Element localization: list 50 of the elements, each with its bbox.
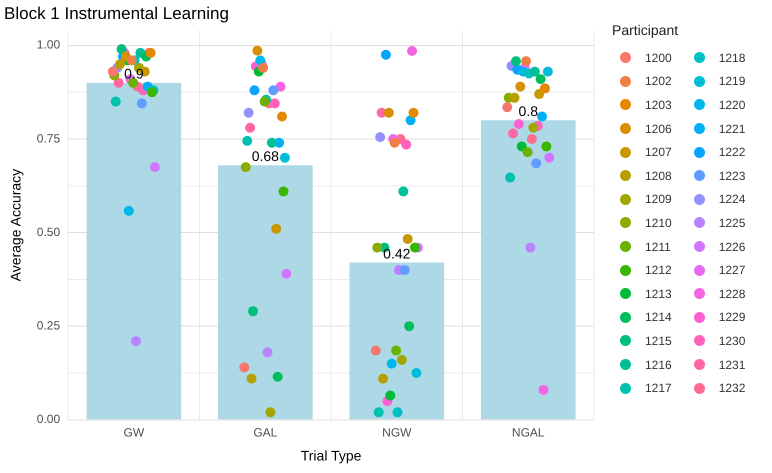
x-tick-label: NGAL	[512, 425, 545, 440]
legend-label: 1215	[645, 334, 672, 348]
y-tick-label: 1.00	[36, 38, 60, 52]
y-axis-title: Average Accuracy	[7, 168, 24, 282]
x-tick-label: GW	[124, 425, 145, 440]
legend-label: 1227	[718, 263, 746, 278]
legend-label: 1221	[718, 122, 746, 136]
x-tick-label: GAL	[253, 425, 278, 440]
chart-title: Block 1 Instrumental Learning	[4, 4, 229, 23]
legend-label: 1225	[718, 216, 746, 230]
legend-label: 1218	[718, 50, 746, 65]
legend-label: 1226	[718, 240, 746, 254]
legend-label: 1223	[718, 168, 746, 183]
legend-label: 1209	[645, 192, 672, 206]
legend-label: 1229	[718, 310, 746, 324]
bar	[349, 262, 444, 420]
legend-label: 1224	[718, 192, 746, 206]
legend-title: Participant	[612, 22, 680, 38]
y-tick-label: 0.50	[36, 224, 60, 239]
legend-label: 1208	[645, 168, 672, 183]
legend-label: 1217	[645, 381, 672, 396]
y-tick-label: 0.75	[36, 131, 60, 146]
legend-label: 1206	[645, 122, 672, 136]
legend-label: 1228	[718, 286, 746, 301]
legend-label: 1202	[645, 74, 672, 88]
legend-label: 1220	[718, 98, 746, 112]
data-label: 0.8	[518, 103, 538, 120]
legend-label: 1231	[718, 358, 746, 372]
data-label: 0.68	[252, 148, 280, 164]
legend-label: 1200	[645, 50, 672, 65]
legend-label: 1210	[645, 216, 672, 230]
x-tick-label: NGW	[382, 425, 412, 440]
y-tick-label: 0.00	[36, 412, 60, 426]
legend-label: 1213	[645, 286, 672, 301]
bar	[86, 82, 182, 420]
legend-label: 1222	[718, 145, 746, 160]
legend-label: 1219	[718, 74, 746, 88]
legend-label: 1207	[645, 145, 672, 160]
legend-label: 1212	[645, 263, 672, 278]
y-tick-label: 0.25	[36, 318, 60, 333]
bar	[218, 165, 313, 420]
x-axis-title: Trial Type	[300, 447, 362, 464]
data-label: 0.42	[383, 245, 411, 262]
bar	[480, 120, 576, 420]
legend-label: 1230	[718, 334, 746, 348]
legend-label: 1216	[645, 358, 672, 372]
legend-label: 1232	[718, 381, 746, 396]
legend-label: 1214	[645, 310, 672, 324]
legend-label: 1211	[645, 240, 671, 254]
legend-label: 1203	[645, 98, 672, 112]
